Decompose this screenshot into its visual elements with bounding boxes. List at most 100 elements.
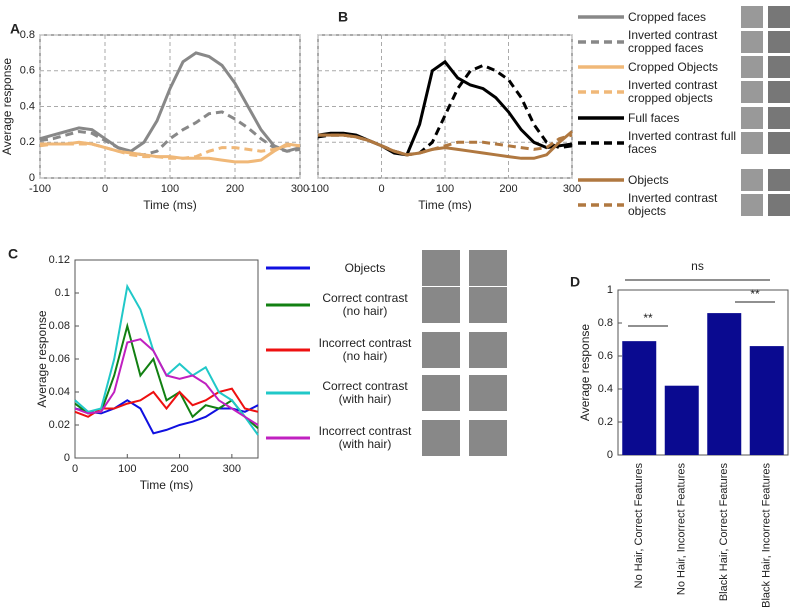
panel-label: B bbox=[338, 9, 348, 25]
x-tick-label: 200 bbox=[226, 183, 244, 195]
y-axis-label: Average response bbox=[0, 58, 14, 156]
legend-label: Inverted contrast full faces bbox=[628, 129, 737, 156]
y-tick-label: 0 bbox=[64, 452, 70, 464]
thumbnail bbox=[469, 332, 507, 368]
thumbnail bbox=[741, 6, 763, 28]
thumbnail bbox=[469, 420, 507, 456]
y-tick-label: 0.6 bbox=[20, 65, 35, 77]
y-tick-label: 0 bbox=[29, 172, 35, 184]
thumbnail bbox=[422, 250, 460, 286]
plot-frame bbox=[617, 289, 789, 456]
legend-label: Objects bbox=[344, 260, 386, 275]
thumbnail bbox=[741, 194, 763, 216]
y-tick-label: 0.4 bbox=[20, 100, 35, 112]
series-line bbox=[74, 399, 259, 435]
x-tick-label: 300 bbox=[291, 183, 309, 195]
y-axis-label: Average response bbox=[578, 324, 592, 422]
thumbnail bbox=[422, 332, 460, 368]
x-axis-label: Time (ms) bbox=[418, 198, 472, 212]
y-axis-label: Average response bbox=[35, 310, 49, 408]
legend-label: Objects bbox=[628, 172, 669, 187]
x-axis-label: Time (ms) bbox=[143, 198, 197, 212]
y-tick-label: 0.08 bbox=[49, 320, 70, 332]
x-tick-label: 200 bbox=[499, 183, 517, 195]
legend-label: Inverted contrast objects bbox=[628, 191, 718, 218]
x-tick-label: Black Hair, Incorrect Features bbox=[761, 463, 773, 608]
y-tick-label: 0.12 bbox=[49, 254, 70, 266]
y-tick-label: 0.02 bbox=[49, 419, 70, 431]
thumbnail bbox=[422, 375, 460, 411]
legend-label: Cropped faces bbox=[628, 9, 707, 24]
x-tick-label: 100 bbox=[118, 463, 136, 475]
y-tick-label: 0.4 bbox=[598, 383, 613, 395]
bar bbox=[749, 346, 784, 455]
thumbnail bbox=[768, 169, 790, 191]
series-line bbox=[39, 142, 300, 160]
thumbnail bbox=[741, 107, 763, 129]
y-tick-label: 0.8 bbox=[598, 317, 613, 329]
series-line bbox=[39, 51, 301, 153]
x-tick-label: Black Hair, Correct Features bbox=[718, 463, 730, 602]
thumbnail bbox=[422, 287, 460, 323]
panel-label: C bbox=[8, 246, 18, 262]
thumbnail bbox=[768, 81, 790, 103]
x-tick-label: 100 bbox=[161, 183, 179, 195]
x-tick-label: 200 bbox=[170, 463, 188, 475]
panel-label: A bbox=[10, 21, 20, 37]
panel-label: D bbox=[570, 274, 580, 290]
x-tick-label: No Hair, Incorrect Features bbox=[676, 463, 688, 596]
annotation: ** bbox=[643, 311, 653, 325]
series-line bbox=[74, 338, 259, 426]
x-tick-label: 0 bbox=[102, 183, 108, 195]
annotation: ** bbox=[750, 287, 760, 301]
legend-label: Incorrect contrast (with hair) bbox=[318, 424, 412, 451]
legend-label: Full faces bbox=[628, 110, 680, 125]
x-tick-label: 300 bbox=[223, 463, 241, 475]
thumbnail bbox=[768, 107, 790, 129]
thumbnail bbox=[469, 375, 507, 411]
thumbnail bbox=[741, 169, 763, 191]
legend-label: Cropped Objects bbox=[628, 59, 719, 74]
series-line bbox=[74, 322, 259, 430]
y-tick-label: 0.1 bbox=[55, 287, 70, 299]
y-tick-label: 0.6 bbox=[598, 350, 613, 362]
thumbnail bbox=[768, 132, 790, 154]
thumbnail bbox=[768, 194, 790, 216]
thumbnail bbox=[768, 6, 790, 28]
y-tick-label: 0 bbox=[607, 449, 613, 461]
y-tick-label: 0.04 bbox=[49, 386, 70, 398]
x-tick-label: -100 bbox=[307, 183, 329, 195]
thumbnail bbox=[768, 31, 790, 53]
x-tick-label: No Hair, Correct Features bbox=[633, 463, 645, 589]
bar bbox=[664, 385, 699, 455]
bar bbox=[707, 313, 742, 455]
legend-label: Correct contrast (with hair) bbox=[322, 379, 408, 406]
x-tick-label: 300 bbox=[563, 183, 581, 195]
thumbnail bbox=[741, 56, 763, 78]
thumbnail bbox=[469, 250, 507, 286]
series-line bbox=[318, 133, 573, 157]
thumbnail bbox=[422, 420, 460, 456]
series-line bbox=[39, 110, 301, 157]
plot-frame bbox=[74, 259, 259, 459]
thumbnail bbox=[741, 31, 763, 53]
legend-label: Inverted contrast cropped objects bbox=[628, 78, 718, 105]
thumbnail bbox=[768, 56, 790, 78]
x-tick-label: 100 bbox=[436, 183, 454, 195]
legend-label: Incorrect contrast (no hair) bbox=[318, 336, 412, 363]
y-tick-label: 0.2 bbox=[598, 416, 613, 428]
thumbnail bbox=[741, 81, 763, 103]
x-tick-label: -100 bbox=[29, 183, 51, 195]
y-tick-label: 0.06 bbox=[49, 353, 70, 365]
annotation: ns bbox=[691, 259, 704, 273]
legend-label: Inverted contrast cropped faces bbox=[628, 28, 718, 55]
y-tick-label: 1 bbox=[607, 284, 613, 296]
y-tick-label: 0.2 bbox=[20, 136, 35, 148]
legend-label: Correct contrast (no hair) bbox=[322, 291, 408, 318]
x-tick-label: 0 bbox=[378, 183, 384, 195]
y-tick-label: 0.8 bbox=[20, 29, 35, 41]
thumbnail bbox=[741, 132, 763, 154]
x-tick-label: 0 bbox=[72, 463, 78, 475]
